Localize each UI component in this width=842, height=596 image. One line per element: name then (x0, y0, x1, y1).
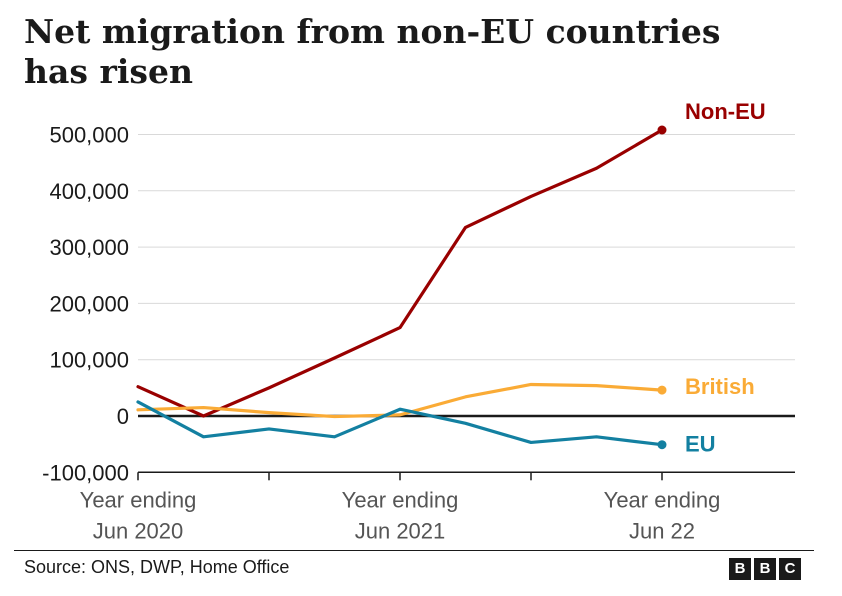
bbc-logo-letter: C (779, 558, 801, 580)
series-line-eu (136, 400, 664, 447)
chart-title: Net migration from non-EU countries has … (24, 12, 721, 91)
source-note: Source: ONS, DWP, Home Office (24, 557, 290, 577)
x-tick-label: Jun 2020 (93, 518, 184, 543)
y-tick-label: 500,000 (49, 123, 129, 148)
bbc-logo: B B C (729, 558, 801, 580)
y-tick-label: -100,000 (42, 460, 129, 485)
series-label-non-eu: Non-EU (685, 99, 766, 124)
y-tick-label: 400,000 (49, 179, 129, 204)
series-line-non-eu (136, 128, 664, 418)
line-chart: -100,000 0 100,000 200,000 300,000 400,000 500… (42, 99, 795, 543)
series-labels: Non-EU British EU (685, 99, 766, 457)
x-tick-label: Jun 2021 (355, 518, 446, 543)
x-tick-label: Year ending (342, 487, 459, 512)
bbc-logo-letter: B (754, 558, 776, 580)
series-end-point-british (657, 385, 667, 395)
y-tick-label: 200,000 (49, 291, 129, 316)
footer-divider (14, 550, 814, 551)
series-label-british: British (685, 374, 755, 399)
x-tick-label: Jun 22 (629, 518, 695, 543)
series-lines (136, 125, 667, 450)
x-axis: Year ending Jun 2020 Year ending Jun 2021 Ye… (80, 471, 795, 543)
x-tick-label: Year ending (604, 487, 721, 512)
series-label-eu: EU (685, 432, 716, 457)
bbc-logo-letter: B (729, 558, 751, 580)
series-end-point-non-eu (657, 125, 667, 135)
y-tick-label: 300,000 (49, 235, 129, 260)
gridlines (138, 134, 795, 473)
series-end-point-eu (657, 440, 667, 450)
series-line-british (136, 382, 664, 419)
y-tick-label: 0 (117, 404, 129, 429)
y-tick-label: 100,000 (49, 348, 129, 373)
x-tick-label: Year ending (80, 487, 197, 512)
y-axis: -100,000 0 100,000 200,000 300,000 400,000 500… (42, 123, 129, 486)
